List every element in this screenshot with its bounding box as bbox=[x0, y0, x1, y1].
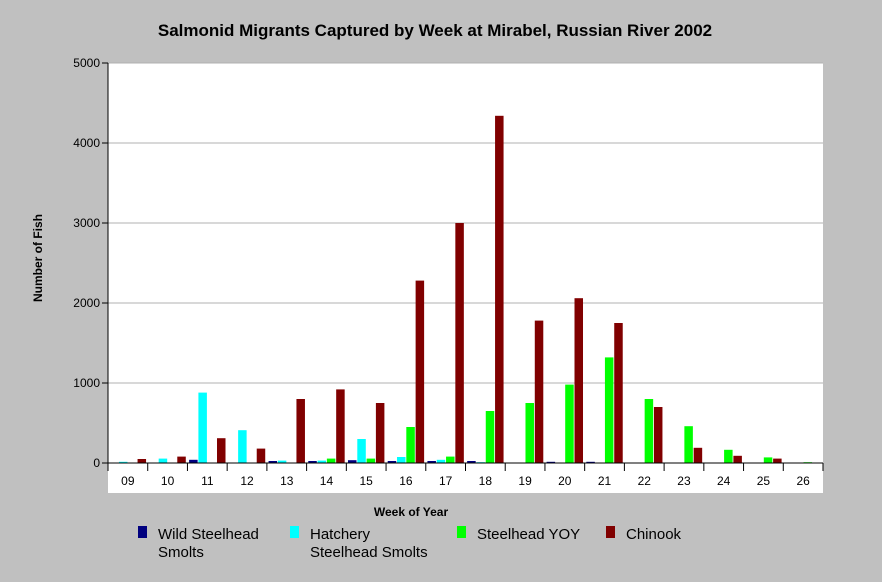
legend-label: Steelhead Smolts bbox=[310, 544, 428, 561]
y-tick-label-5000: 5000 bbox=[73, 56, 100, 70]
x-tick-label-15: 15 bbox=[360, 474, 374, 488]
bar-steelhead-yoy-week-24 bbox=[724, 449, 733, 463]
bar-hatchery-steelhead-smolts-week-14 bbox=[317, 460, 327, 463]
bar-steelhead-yoy-week-18 bbox=[485, 411, 495, 463]
bar-chinook-week-24 bbox=[733, 455, 742, 463]
bar-chinook-week-17 bbox=[455, 223, 464, 463]
x-tick-label-19: 19 bbox=[518, 474, 532, 488]
legend-swatch bbox=[138, 526, 147, 538]
gridlines bbox=[108, 62, 823, 384]
x-tick-label-11: 11 bbox=[201, 474, 214, 488]
legend-swatch bbox=[606, 526, 615, 538]
legend-swatch bbox=[290, 526, 299, 538]
bar-chinook-week-09 bbox=[137, 459, 147, 463]
y-tick-labels: 0 1000 2000 3000 4000 5000 bbox=[73, 56, 100, 470]
bar-chinook-week-20 bbox=[574, 298, 584, 463]
y-tick-label-2000: 2000 bbox=[73, 296, 100, 310]
bar-wild-steelhead-smolts-week-14 bbox=[308, 461, 317, 463]
bar-chinook-week-14 bbox=[336, 389, 345, 463]
x-tick-label-21: 21 bbox=[598, 474, 612, 488]
bar-steelhead-yoy-week-22 bbox=[644, 399, 654, 463]
legend-label: Steelhead YOY bbox=[477, 526, 580, 543]
bar-hatchery-steelhead-smolts-week-13 bbox=[277, 460, 287, 463]
bar-wild-steelhead-smolts-week-13 bbox=[268, 461, 278, 463]
bar-chinook-week-18 bbox=[495, 115, 504, 464]
bar-hatchery-steelhead-smolts-week-12 bbox=[238, 430, 247, 463]
x-tick-label-17: 17 bbox=[439, 474, 453, 488]
x-axis-title: Week of Year bbox=[374, 505, 449, 519]
bar-steelhead-yoy-week-21 bbox=[604, 357, 614, 463]
plot-area bbox=[108, 63, 823, 463]
x-tick-label-23: 23 bbox=[677, 474, 691, 488]
axes bbox=[102, 62, 824, 471]
bar-wild-steelhead-smolts-week-15 bbox=[347, 460, 357, 463]
legend-swatch bbox=[457, 526, 466, 538]
legend-label: Smolts bbox=[158, 544, 204, 561]
x-tick-label-26: 26 bbox=[796, 474, 810, 488]
x-tick-label-20: 20 bbox=[558, 474, 572, 488]
x-tick-label-22: 22 bbox=[638, 474, 652, 488]
bar-wild-steelhead-smolts-week-21 bbox=[586, 461, 595, 463]
x-tick-label-16: 16 bbox=[399, 474, 413, 488]
y-tick-label-4000: 4000 bbox=[73, 136, 100, 150]
bar-wild-steelhead-smolts-week-20 bbox=[546, 461, 556, 463]
x-tick-label-10: 10 bbox=[161, 474, 175, 488]
x-tick-label-14: 14 bbox=[320, 474, 334, 488]
bar-chinook-week-22 bbox=[653, 407, 663, 463]
x-tick-label-24: 24 bbox=[717, 474, 731, 488]
bar-steelhead-yoy-week-23 bbox=[684, 426, 693, 463]
y-axis-title: Number of Fish bbox=[31, 214, 45, 302]
bar-chinook-week-23 bbox=[693, 447, 703, 463]
bar-hatchery-steelhead-smolts-week-10 bbox=[158, 458, 168, 463]
legend-label: Wild Steelhead bbox=[158, 526, 259, 543]
bar-steelhead-yoy-week-17 bbox=[446, 456, 455, 463]
bar-wild-steelhead-smolts-week-18 bbox=[467, 461, 476, 463]
bar-steelhead-yoy-week-15 bbox=[366, 458, 376, 463]
x-tick-label-25: 25 bbox=[757, 474, 771, 488]
bar-chinook-week-12 bbox=[256, 448, 266, 463]
bars bbox=[109, 115, 822, 464]
bar-chinook-week-15 bbox=[375, 403, 385, 463]
x-tick-label-09: 09 bbox=[121, 474, 135, 488]
x-tick-label-18: 18 bbox=[479, 474, 493, 488]
bar-chinook-week-11 bbox=[217, 438, 226, 463]
x-tick-labels: 09 10 11 12 13 14 15 16 17 18 19 20 21 22 23 24 25 26 bbox=[121, 474, 810, 488]
bar-steelhead-yoy-week-16 bbox=[406, 427, 415, 463]
bar-chinook-week-10 bbox=[177, 456, 186, 463]
legend-label: Hatchery bbox=[310, 526, 371, 543]
bar-steelhead-yoy-week-25 bbox=[763, 457, 773, 463]
chart-title: Salmonid Migrants Captured by Week at Mi… bbox=[158, 21, 712, 40]
x-tick-label-12: 12 bbox=[240, 474, 254, 488]
legend-label: Chinook bbox=[626, 526, 682, 543]
bar-chinook-week-13 bbox=[296, 399, 305, 463]
bar-hatchery-steelhead-smolts-week-09 bbox=[118, 461, 128, 463]
bar-hatchery-steelhead-smolts-week-16 bbox=[397, 457, 406, 463]
bar-chinook-week-25 bbox=[773, 458, 782, 463]
bar-steelhead-yoy-week-19 bbox=[525, 403, 534, 463]
bar-hatchery-steelhead-smolts-week-11 bbox=[198, 392, 207, 463]
bar-chinook-week-21 bbox=[614, 323, 623, 463]
bar-wild-steelhead-smolts-week-17 bbox=[427, 461, 436, 463]
bar-steelhead-yoy-week-14 bbox=[326, 458, 336, 463]
bar-wild-steelhead-smolts-week-16 bbox=[387, 461, 397, 463]
y-tick-label-1000: 1000 bbox=[73, 376, 100, 390]
bar-hatchery-steelhead-smolts-week-15 bbox=[357, 439, 366, 463]
y-tick-label-0: 0 bbox=[93, 456, 100, 470]
bar-hatchery-steelhead-smolts-week-17 bbox=[436, 459, 446, 463]
bar-steelhead-yoy-week-20 bbox=[565, 384, 574, 463]
legend-item-chinook: Chinook bbox=[606, 526, 682, 543]
bar-chinook-week-16 bbox=[415, 280, 425, 463]
bar-chinook-week-19 bbox=[534, 320, 544, 463]
legend-item-steelhead-yoy: Steelhead YOY bbox=[457, 526, 580, 543]
y-tick-label-3000: 3000 bbox=[73, 216, 100, 230]
bar-wild-steelhead-smolts-week-11 bbox=[189, 459, 198, 463]
x-tick-label-13: 13 bbox=[280, 474, 294, 488]
